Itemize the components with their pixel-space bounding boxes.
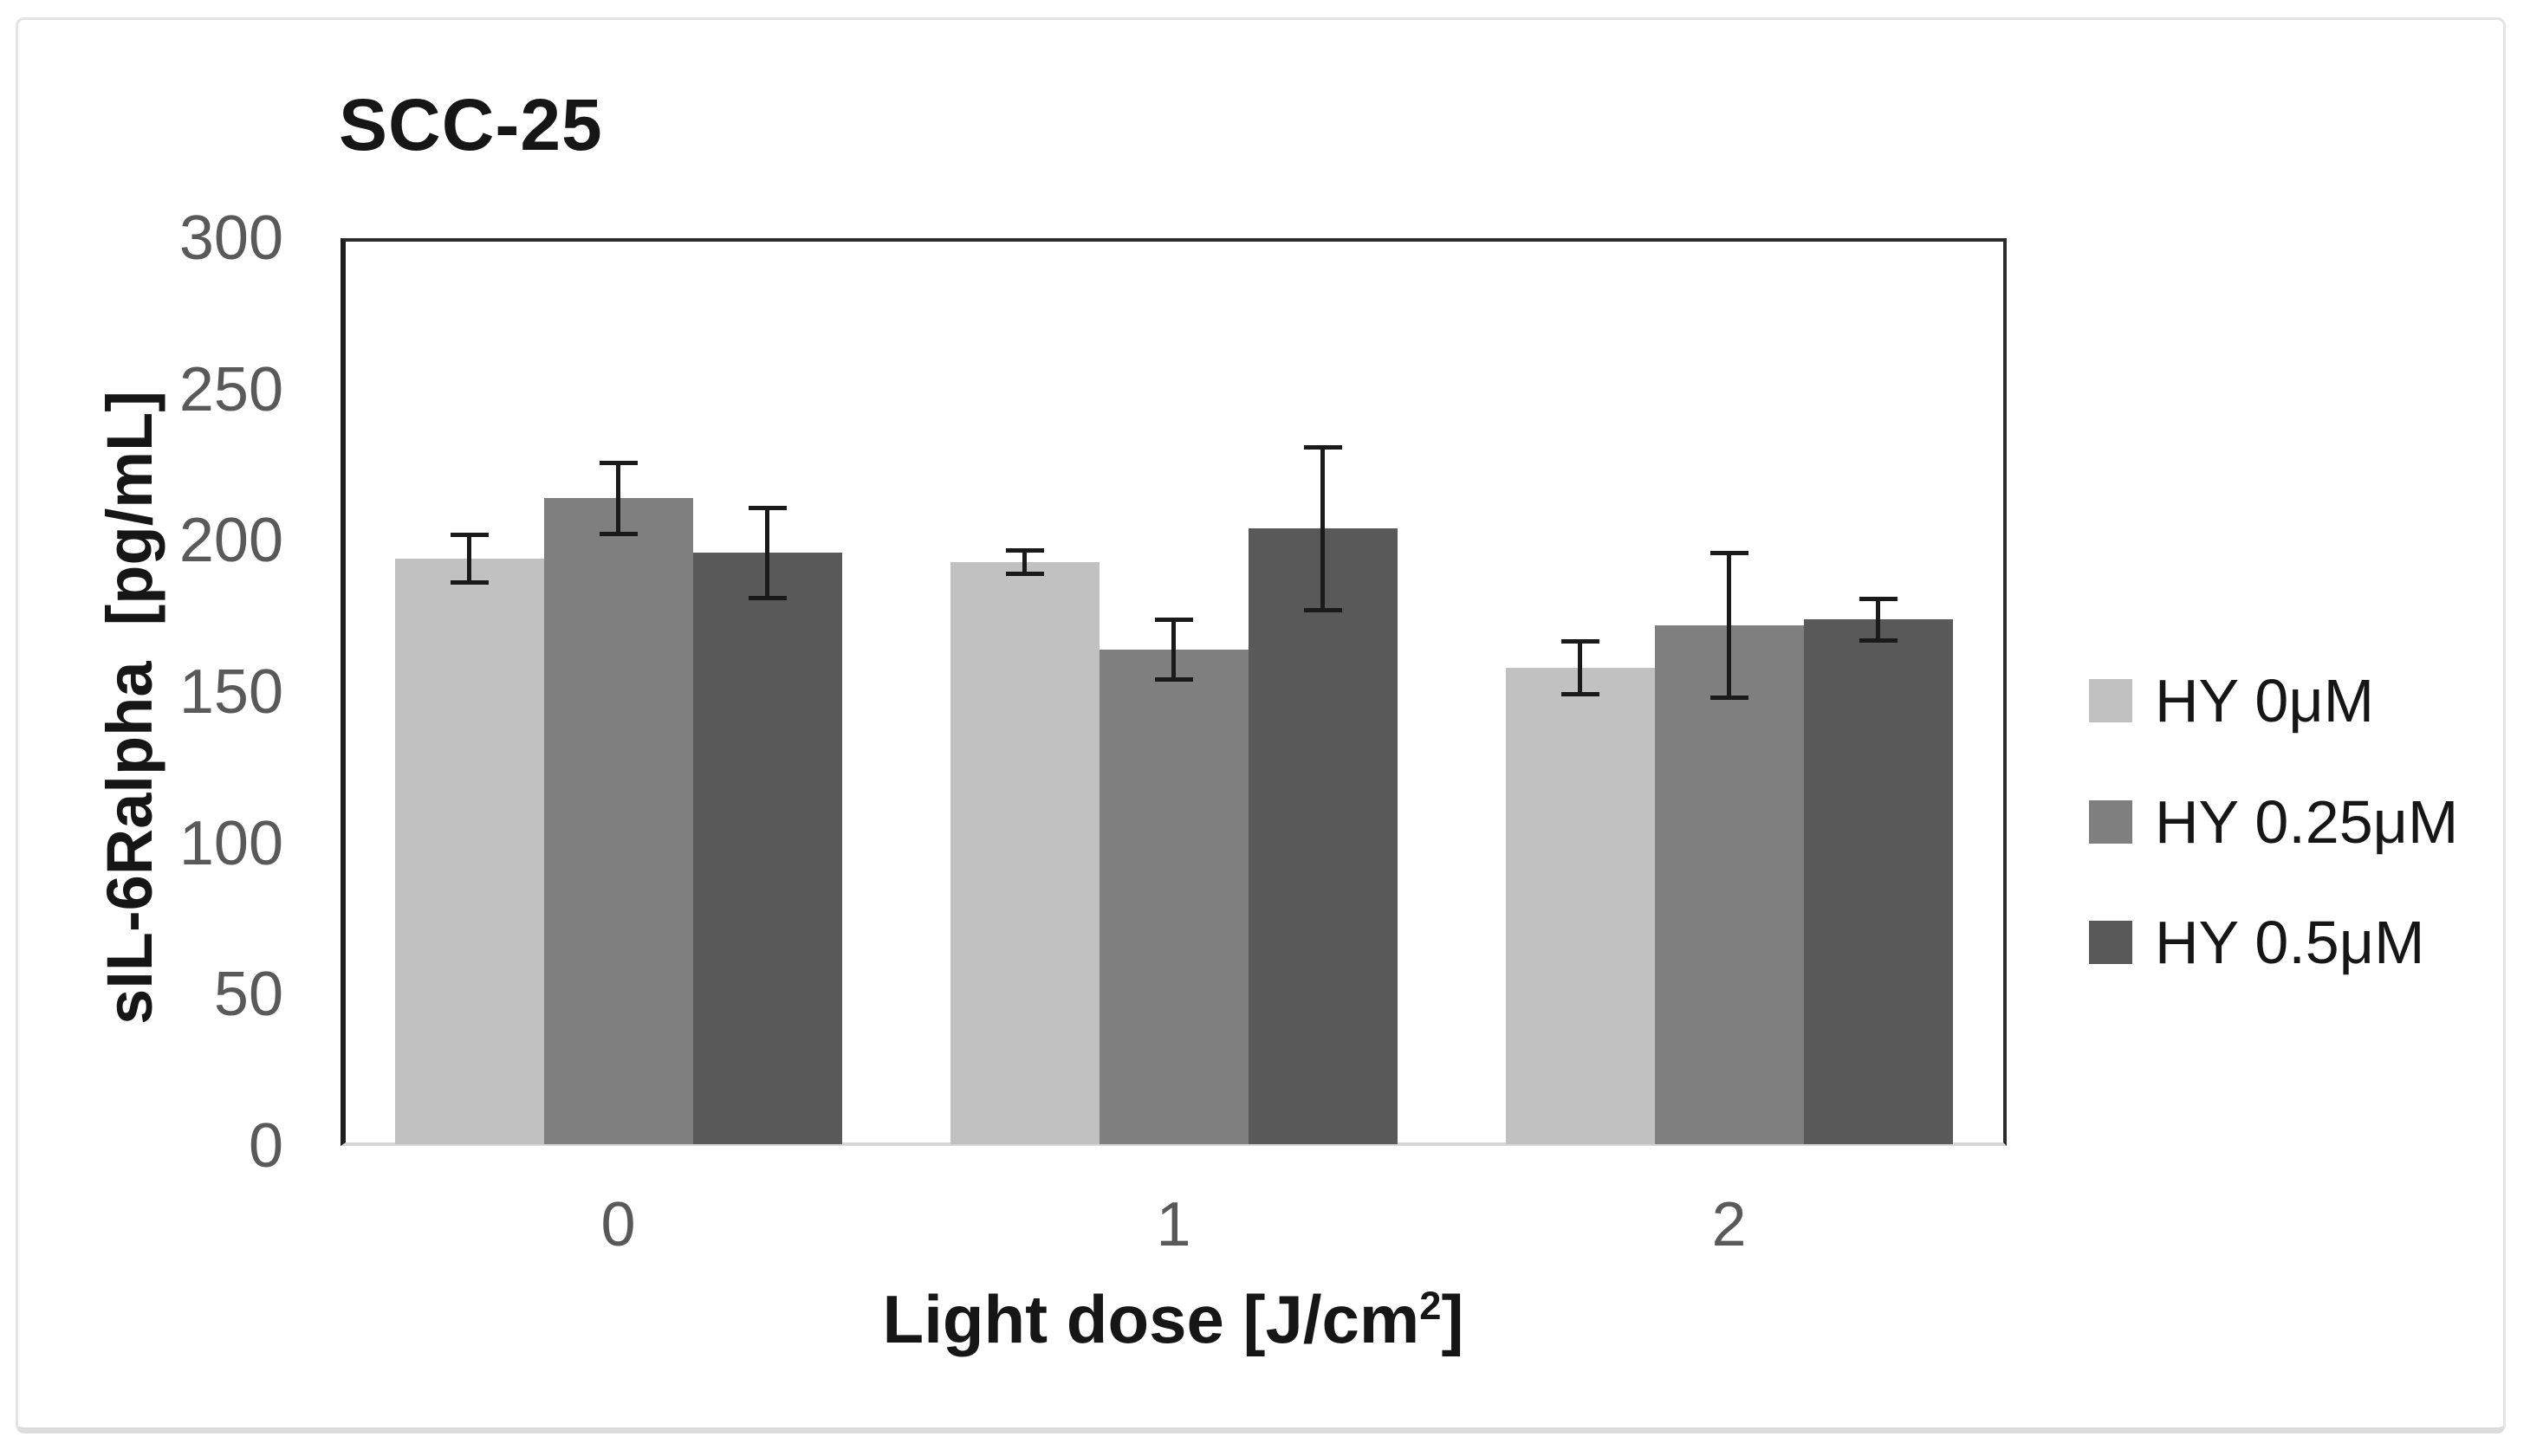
y-tick-label-150: 150 — [178, 657, 283, 727]
error-bar-cap-top — [1859, 596, 1898, 601]
error-bar-cap-bottom — [1005, 571, 1044, 576]
bar-series2-dose0 — [543, 498, 693, 1144]
x-axis-title-superscript: 2 — [1419, 1284, 1442, 1328]
legend-swatch-3 — [2089, 921, 2132, 964]
error-bar-line — [1876, 598, 1880, 641]
x-axis-title-text: Light dose [J/cm — [882, 1281, 1420, 1357]
error-bar-line — [616, 462, 620, 535]
error-bar-line — [1022, 549, 1027, 574]
legend-swatch-1 — [2089, 679, 2132, 722]
y-tick-label-250: 250 — [178, 354, 283, 424]
legend: HY 0μM HY 0.25μM HY 0.5μM — [2089, 0, 2540, 1456]
x-tick-label-1: 1 — [1156, 1190, 1191, 1259]
legend-label-2: HY 0.25μM — [2155, 787, 2459, 856]
bar-series1-dose0 — [394, 559, 544, 1144]
x-axis-title: Light dose [J/cm2] — [783, 1280, 1563, 1359]
error-bar-cap-bottom — [1303, 607, 1342, 612]
error-bar-cap-top — [1154, 618, 1193, 623]
error-bar-cap-bottom — [599, 532, 638, 537]
error-bar-cap-bottom — [1709, 695, 1748, 700]
error-bar-cap-bottom — [1560, 692, 1599, 697]
x-axis-title-bracket: ] — [1441, 1281, 1464, 1357]
y-tick-label-200: 200 — [178, 506, 283, 576]
bar-series3-dose2 — [1803, 619, 1953, 1144]
y-tick-label-0: 0 — [248, 1111, 283, 1181]
error-bar-line — [1171, 619, 1176, 681]
chart-title: SCC-25 — [339, 84, 603, 165]
error-bar-cap-bottom — [748, 595, 787, 600]
error-bar-line — [1578, 640, 1582, 696]
error-bar-line — [1727, 553, 1731, 698]
error-bar-cap-bottom — [1859, 637, 1898, 643]
error-bar-cap-bottom — [1154, 677, 1193, 683]
bar-series1-dose2 — [1505, 668, 1655, 1144]
error-bar-line — [467, 534, 471, 584]
bar-series3-dose1 — [1248, 528, 1398, 1144]
error-bar-line — [765, 507, 769, 599]
legend-label-1: HY 0μM — [2155, 667, 2374, 734]
error-bar-cap-top — [1005, 547, 1044, 553]
legend-label-3: HY 0.5μM — [2155, 909, 2425, 976]
bar-series2-dose2 — [1654, 625, 1804, 1144]
y-tick-label-300: 300 — [178, 204, 283, 273]
legend-item-2: HY 0.25μM — [2089, 787, 2458, 857]
error-bar-line — [1320, 447, 1325, 611]
error-bar-cap-bottom — [450, 580, 489, 586]
legend-item-1: HY 0μM — [2089, 666, 2374, 735]
bar-series2-dose1 — [1099, 650, 1249, 1144]
y-tick-label-50: 50 — [213, 960, 283, 1030]
x-tick-label-0: 0 — [600, 1190, 636, 1259]
error-bar-cap-top — [1709, 551, 1748, 556]
legend-swatch-2 — [2089, 799, 2132, 844]
error-bar-cap-top — [748, 505, 787, 510]
error-bar-cap-top — [599, 460, 638, 465]
bar-series1-dose1 — [950, 561, 1100, 1144]
legend-item-3: HY 0.5μM — [2089, 908, 2424, 977]
error-bar-cap-top — [1560, 638, 1599, 644]
error-bar-cap-top — [450, 533, 489, 538]
y-tick-label-100: 100 — [178, 808, 283, 878]
x-tick-label-2: 2 — [1711, 1190, 1747, 1259]
error-bar-cap-top — [1303, 445, 1342, 450]
bar-series3-dose0 — [692, 553, 842, 1144]
